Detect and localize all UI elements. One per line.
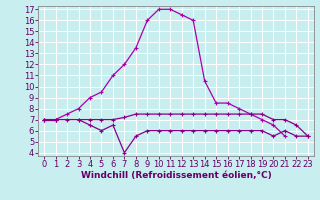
X-axis label: Windchill (Refroidissement éolien,°C): Windchill (Refroidissement éolien,°C) (81, 171, 271, 180)
